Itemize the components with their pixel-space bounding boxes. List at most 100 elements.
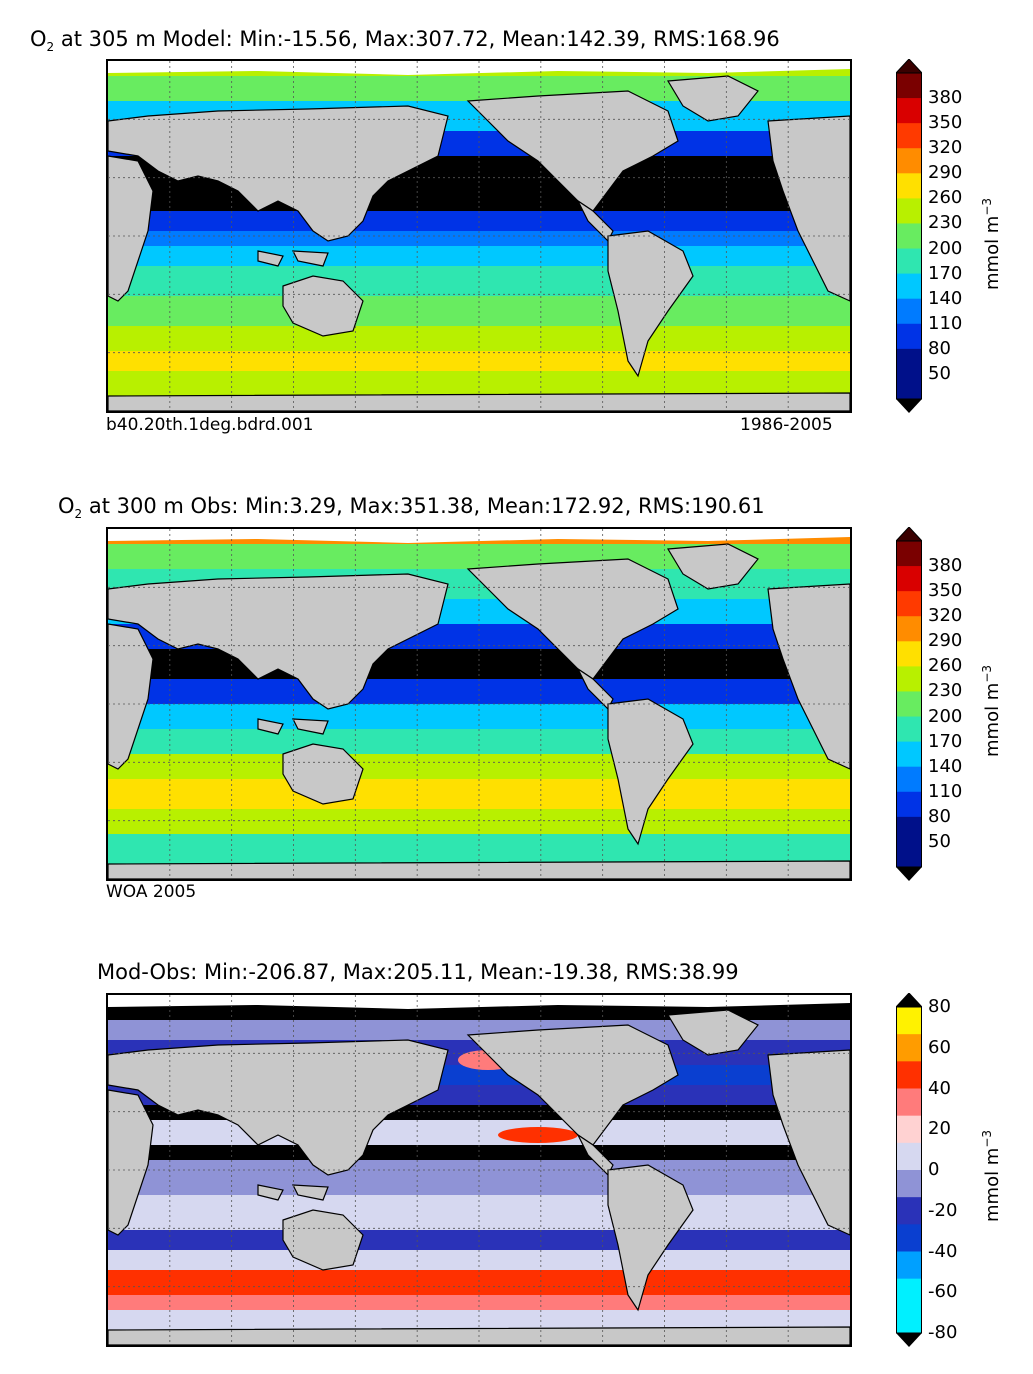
land-mass (257, 250, 329, 267)
colorbar-segment (896, 1170, 922, 1198)
colorbar-tick-label: -80 (928, 1322, 958, 1343)
colorbar-segment (896, 148, 922, 174)
map-svg (108, 529, 850, 879)
colorbar-segment (896, 1115, 922, 1144)
colorbar-tick-label: 80 (928, 337, 951, 359)
panel2-title-text: at 300 m Obs: Min:3.29, Max:351.38, Mean… (82, 494, 765, 518)
colorbar-tick-label: 230 (928, 212, 963, 234)
colorbar-tick-label: 50 (928, 830, 951, 852)
colorbar-extend-max (896, 527, 922, 542)
colorbar-extend-min (896, 399, 922, 413)
colorbar-tick-label: 260 (928, 655, 963, 677)
colorbar-segment (896, 123, 922, 149)
land-mass (466, 90, 679, 212)
colorbar-segment (896, 766, 922, 793)
colorbar-tick-label: 260 (928, 187, 963, 209)
land-mass (607, 230, 694, 378)
colorbar-tick-label: 350 (928, 112, 963, 134)
ocean-band (108, 1145, 850, 1160)
colorbar-segment (896, 841, 922, 868)
colorbar-tick-label: 80 (928, 996, 951, 1017)
colorbar-svg (896, 993, 922, 1347)
land-mass (282, 743, 364, 805)
land-mass (108, 623, 154, 770)
colorbar-outline (896, 540, 922, 868)
colorbar-segment (896, 1278, 922, 1307)
colorbar-segment (896, 741, 922, 768)
colorbar-segment (896, 816, 922, 843)
panel3-map (106, 993, 852, 1347)
colorbar-segment (896, 1034, 922, 1062)
panel1-colorbar (896, 59, 922, 413)
map-svg (108, 995, 850, 1345)
colorbar-segment (896, 298, 922, 325)
land-mass (108, 1039, 449, 1176)
anomaly-spot (498, 1127, 578, 1143)
colorbar-tick-label: 110 (928, 312, 963, 334)
colorbar-tick-label: 380 (928, 555, 963, 577)
colorbar-tick-label: 200 (928, 705, 963, 727)
land-mass (666, 1009, 759, 1056)
colorbar-segment (896, 198, 922, 224)
panel1-title-prefix: O (30, 27, 47, 51)
colorbar-svg (896, 527, 922, 881)
colorbar-segment (896, 348, 922, 375)
colorbar-segment (896, 173, 922, 199)
land-mass (466, 1024, 679, 1146)
colorbar-segment (896, 1007, 922, 1035)
panel1-footer-left: b40.20th.1deg.bdrd.001 (106, 415, 314, 435)
colorbar-tick-label: 50 (928, 362, 951, 384)
colorbar-segment (896, 1305, 922, 1334)
colorbar-tick-label: 20 (928, 1118, 951, 1140)
colorbar-tick-label: 290 (928, 162, 963, 184)
land-mass (108, 573, 449, 710)
colorbar-tick-label: 140 (928, 755, 963, 777)
colorbar-segment (896, 716, 922, 743)
colorbar-tick-label: -40 (928, 1240, 958, 1262)
colorbar-tick-label: 230 (928, 680, 963, 702)
colorbar-extend-max (896, 993, 922, 1008)
panel3-colorbar-label: mmol m−3 (980, 1129, 1003, 1222)
colorbar-tick-label: 0 (928, 1159, 940, 1180)
colorbar-segment (896, 323, 922, 350)
colorbar-segment (896, 691, 922, 718)
colorbar-tick-label: 110 (928, 780, 963, 802)
land-mass (108, 1089, 154, 1236)
panel1-title-text: at 305 m Model: Min:-15.56, Max:307.72, … (54, 27, 780, 51)
colorbar-segment (896, 591, 922, 617)
land-mass (257, 718, 329, 735)
panel2-colorbar-label: mmol m−3 (980, 664, 1003, 757)
colorbar-segment (896, 98, 922, 124)
land-mass (666, 543, 759, 590)
map-svg (108, 61, 850, 411)
colorbar-extend-min (896, 867, 922, 881)
colorbar-tick-label: 40 (928, 1077, 951, 1099)
panel3-title: Mod-Obs: Min:-206.87, Max:205.11, Mean:-… (97, 960, 739, 984)
land-mass (108, 155, 154, 302)
colorbar-segment (896, 566, 922, 592)
land-mass (108, 105, 449, 242)
colorbar-tick-label: 170 (928, 730, 963, 752)
colorbar-segment (896, 1142, 922, 1171)
panel1-title: O2 at 305 m Model: Min:-15.56, Max:307.7… (30, 27, 780, 54)
colorbar-segment (896, 73, 922, 99)
colorbar-tick-label: 380 (928, 87, 963, 109)
ocean-band (108, 1295, 850, 1310)
colorbar-outline (896, 1006, 922, 1334)
land-mass (466, 558, 679, 680)
colorbar-tick-label: 140 (928, 287, 963, 309)
colorbar-segment (896, 223, 922, 250)
panel1-footer-right: 1986-2005 (740, 415, 833, 435)
panel1-colorbar-label: mmol m−3 (980, 197, 1003, 290)
panel1-title-sub: 2 (46, 40, 55, 55)
ocean-band (108, 231, 850, 246)
land-mass (282, 275, 364, 337)
colorbar-tick-label: -60 (928, 1281, 958, 1303)
colorbar-tick-label: 320 (928, 137, 963, 159)
colorbar-extend-max (896, 59, 922, 74)
land-mass (257, 1184, 329, 1201)
colorbar-extend-min (896, 1333, 922, 1347)
panel3-colorbar (896, 993, 922, 1347)
colorbar-segment (896, 273, 922, 300)
colorbar-segment (896, 373, 922, 400)
